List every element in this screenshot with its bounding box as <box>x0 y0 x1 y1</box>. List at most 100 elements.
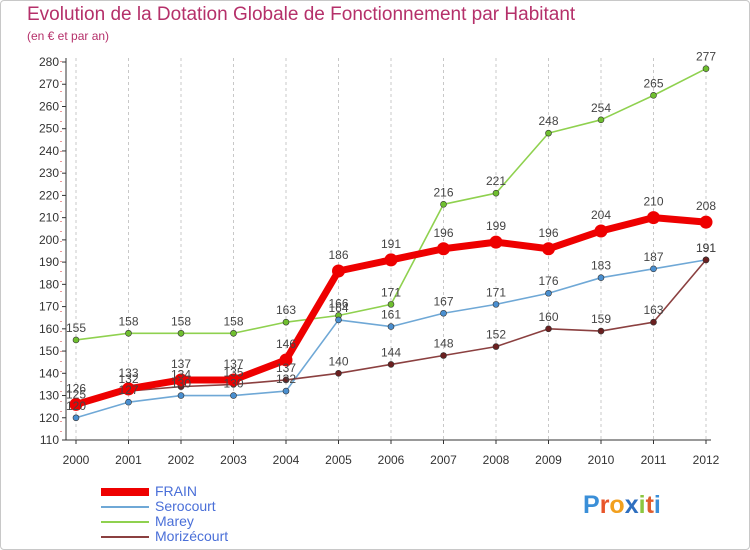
x-tick-label-2007: 2007 <box>430 453 457 467</box>
data-label-morizecourt-2009: 160 <box>538 310 558 324</box>
y-tick-label-270: 270 <box>39 77 59 91</box>
y-tick-label-110: 110 <box>40 433 59 447</box>
data-label-marey-2003: 158 <box>223 314 243 328</box>
legend-swatch-serocourt <box>101 506 149 508</box>
x-tick-label-2003: 2003 <box>220 453 247 467</box>
data-label-morizecourt-2001: 132 <box>118 372 138 386</box>
data-label-morizecourt-2008: 152 <box>486 328 506 342</box>
data-label-frain-2011: 210 <box>643 195 663 209</box>
y-tick-label-140: 140 <box>39 366 59 380</box>
data-point-frain-2011 <box>647 211 660 225</box>
data-label-serocourt-2009: 176 <box>538 274 558 288</box>
legend-item-marey: Marey <box>101 513 301 531</box>
data-point-frain-2005 <box>332 264 345 278</box>
y-tick-label-250: 250 <box>39 122 59 136</box>
data-point-marey-2012 <box>702 65 710 72</box>
data-label-serocourt-2010: 183 <box>591 259 611 273</box>
data-point-marey-2002 <box>177 329 185 337</box>
data-label-frain-2006: 191 <box>381 237 401 251</box>
data-label-marey-2010: 254 <box>591 101 611 115</box>
data-point-frain-2009 <box>542 242 555 256</box>
data-label-serocourt-2001: 127 <box>118 383 138 397</box>
data-point-marey-2003 <box>230 329 237 337</box>
legend-label-serocourt: Serocourt <box>155 498 216 514</box>
chart-title: Evolution de la Dotation Globale de Fonc… <box>27 4 576 25</box>
x-tick-label-2004: 2004 <box>273 453 300 467</box>
data-point-marey-2007 <box>440 201 447 208</box>
y-tick-label-150: 150 <box>39 344 59 358</box>
data-label-morizecourt-2003: 135 <box>223 365 243 379</box>
data-point-serocourt-2007 <box>440 309 447 317</box>
data-label-morizecourt-2000: 125 <box>66 388 86 402</box>
legend-label-marey: Marey <box>155 513 194 529</box>
legend-item-frain: FRAIN <box>101 483 301 501</box>
data-label-serocourt-2005: 164 <box>328 301 348 315</box>
data-label-serocourt-2003: 130 <box>223 377 243 391</box>
x-tick-label-2011: 2011 <box>641 453 667 467</box>
data-point-marey-2011 <box>650 92 657 99</box>
data-label-marey-2002: 158 <box>171 314 191 328</box>
y-tick-label-260: 260 <box>39 99 59 113</box>
data-point-frain-2010 <box>594 224 608 238</box>
data-point-frain-2002 <box>174 373 188 387</box>
data-point-frain-2001 <box>122 382 135 396</box>
proxiti-logo: Proxiti <box>583 491 661 519</box>
data-point-morizecourt-2008 <box>492 343 500 350</box>
data-point-marey-2004 <box>282 318 290 326</box>
data-label-marey-2009: 248 <box>538 114 558 128</box>
data-point-morizecourt-2009 <box>545 325 552 333</box>
y-tick-label-190: 190 <box>39 255 59 269</box>
data-label-marey-2011: 265 <box>643 76 663 90</box>
data-label-marey-2001: 158 <box>118 314 138 328</box>
data-label-morizecourt-2007: 148 <box>433 337 453 351</box>
data-point-frain-2012 <box>699 215 713 229</box>
data-label-frain-2005: 186 <box>328 248 348 262</box>
data-label-serocourt-2007: 167 <box>433 294 453 308</box>
x-tick-label-2008: 2008 <box>483 453 510 467</box>
data-point-serocourt-2001 <box>125 398 132 406</box>
y-tick-label-220: 220 <box>39 188 59 202</box>
data-label-frain-2002: 137 <box>171 357 191 371</box>
data-label-marey-2004: 163 <box>276 303 296 317</box>
chart-subtitle: (en € et par an) <box>27 29 110 43</box>
data-point-serocourt-2004 <box>282 387 290 395</box>
data-label-serocourt-2012: 191 <box>696 241 716 255</box>
axis-layer: 110 120 130 140 150 160 170 180 190 200 210 220 230 2… <box>39 55 720 467</box>
data-label-frain-2007: 196 <box>433 226 453 240</box>
data-point-serocourt-2002 <box>177 392 185 399</box>
data-label-morizecourt-2012: 191 <box>696 241 716 255</box>
data-point-frain-2000 <box>69 397 83 411</box>
data-label-marey-2012: 277 <box>696 50 716 64</box>
y-tick-label-210: 210 <box>39 211 59 225</box>
y-tick-label-200: 200 <box>39 233 59 247</box>
data-label-serocourt-2002: 130 <box>171 377 191 391</box>
data-point-frain-2008 <box>489 235 503 249</box>
data-label-frain-2003: 137 <box>223 357 243 371</box>
x-tick-label-2010: 2010 <box>588 453 615 467</box>
data-point-morizecourt-2004 <box>282 376 290 384</box>
legend-label-frain: FRAIN <box>155 483 197 499</box>
data-label-morizecourt-2004: 137 <box>276 361 296 375</box>
data-label-morizecourt-2006: 144 <box>381 345 401 359</box>
y-tick-label-130: 130 <box>39 389 59 403</box>
data-point-serocourt-2009 <box>545 289 552 297</box>
data-label-marey-2006: 171 <box>381 285 401 299</box>
data-label-frain-2010: 204 <box>591 208 611 222</box>
x-tick-label-2005: 2005 <box>325 453 352 467</box>
legend-swatch-marey <box>101 521 149 523</box>
y-tick-label-160: 160 <box>39 322 59 336</box>
data-label-morizecourt-2011: 163 <box>643 303 663 317</box>
data-label-marey-2005: 166 <box>328 296 348 310</box>
data-label-morizecourt-2002: 134 <box>171 368 191 382</box>
data-point-serocourt-2000 <box>72 414 80 422</box>
data-label-frain-2009: 196 <box>538 226 558 240</box>
y-tick-label-230: 230 <box>39 166 59 180</box>
legend-label-morizecourt: Morizécourt <box>155 528 229 544</box>
data-point-serocourt-2005 <box>335 316 342 324</box>
data-point-marey-2009 <box>545 129 552 137</box>
data-point-serocourt-2010 <box>597 274 605 281</box>
data-label-morizecourt-2005: 140 <box>328 354 348 368</box>
x-tick-label-2012: 2012 <box>693 453 720 467</box>
data-point-serocourt-2003 <box>230 392 237 399</box>
